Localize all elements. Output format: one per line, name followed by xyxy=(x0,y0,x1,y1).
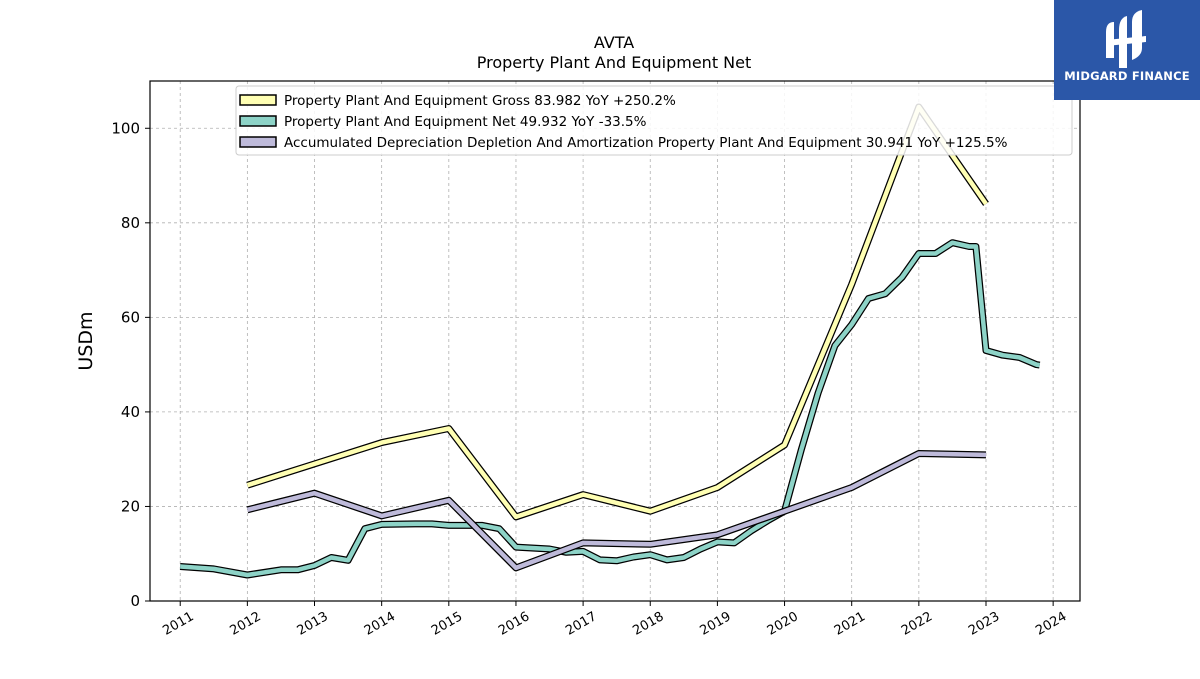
y-axis-label: USDm xyxy=(75,311,97,370)
x-tick-label: 2018 xyxy=(630,609,666,639)
y-tick-label: 60 xyxy=(121,308,140,326)
legend-label-2: Accumulated Depreciation Depletion And A… xyxy=(284,135,1008,151)
series-lines xyxy=(179,103,1041,579)
y-tick-label: 40 xyxy=(121,403,140,421)
x-tick-label: 2011 xyxy=(160,609,196,639)
series-line-outline-0 xyxy=(246,103,989,521)
x-tick-label: 2014 xyxy=(362,609,398,639)
grid xyxy=(150,81,1080,602)
y-tick-label: 80 xyxy=(121,214,140,232)
series-line-2 xyxy=(246,451,987,571)
x-tick-label: 2016 xyxy=(496,609,532,639)
x-tick-label: 2020 xyxy=(765,609,801,639)
legend-label-1: Property Plant And Equipment Net 49.932 … xyxy=(284,114,647,130)
y-tick-label: 100 xyxy=(111,119,140,137)
y-tick-label: 20 xyxy=(121,497,140,515)
x-tick-label: 2021 xyxy=(832,609,868,639)
series-line-outline-1 xyxy=(179,239,1041,579)
legend-label-0: Property Plant And Equipment Gross 83.98… xyxy=(284,93,676,109)
series-line-outline-2 xyxy=(246,450,987,572)
series-line-0 xyxy=(246,104,988,520)
legend-swatch-0 xyxy=(239,94,277,106)
legend-swatch-1 xyxy=(239,115,277,127)
x-tick-label: 2024 xyxy=(1033,609,1069,639)
chart-subtitle: Property Plant And Equipment Net xyxy=(477,53,752,72)
x-tick-label: 2015 xyxy=(429,609,465,639)
logo-mark-icon xyxy=(1106,10,1146,68)
legend-swatch-2 xyxy=(239,136,277,148)
x-tick-label: 2012 xyxy=(228,609,264,639)
chart-title: AVTA xyxy=(594,33,634,52)
legend: Property Plant And Equipment Gross 83.98… xyxy=(235,85,1073,156)
axis-ticks: 2011 2012 2013 2014 2015 2016 2017 2018 2019 2020… xyxy=(111,119,1069,638)
x-tick-label: 2022 xyxy=(899,609,935,639)
x-tick-label: 2017 xyxy=(563,609,599,639)
logo-text: MIDGARD FINANCE xyxy=(1064,69,1190,83)
plot-frame xyxy=(149,80,1081,602)
x-tick-label: 2019 xyxy=(698,609,734,639)
midgard-finance-logo: MIDGARD FINANCE xyxy=(1054,0,1200,100)
x-tick-label: 2023 xyxy=(966,609,1002,639)
x-tick-label: 2013 xyxy=(295,609,331,639)
series-line-1 xyxy=(180,240,1041,578)
legend-box xyxy=(235,85,1073,156)
y-tick-label: 0 xyxy=(130,592,140,610)
